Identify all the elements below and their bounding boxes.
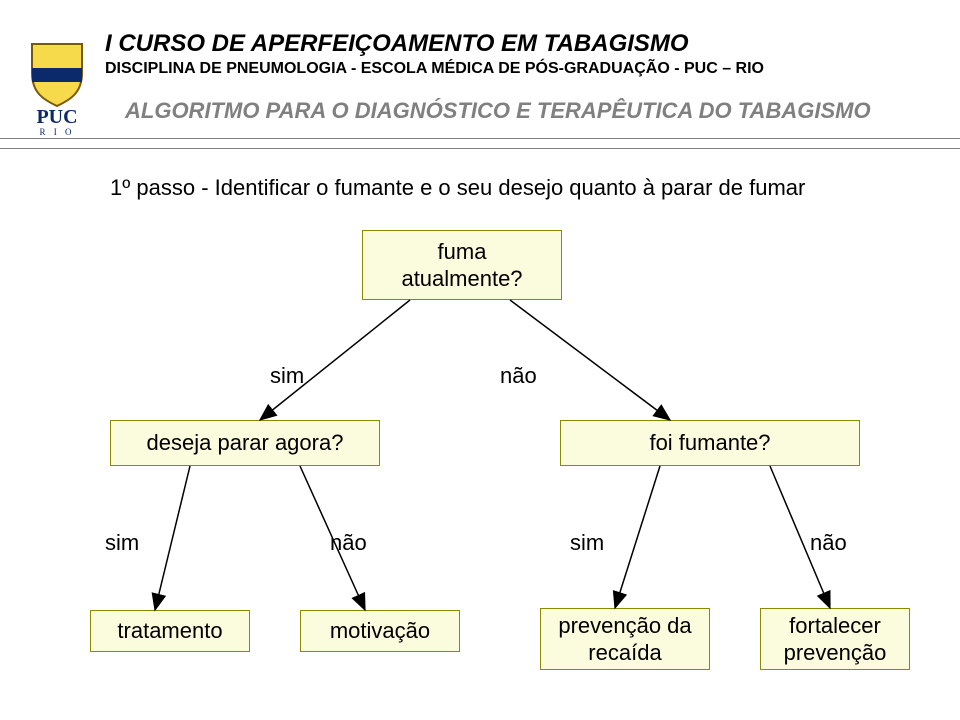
flow-edges bbox=[0, 0, 960, 720]
slide-root: PUCR I O I CURSO DE APERFEIÇOAMENTO EM T… bbox=[0, 0, 960, 720]
